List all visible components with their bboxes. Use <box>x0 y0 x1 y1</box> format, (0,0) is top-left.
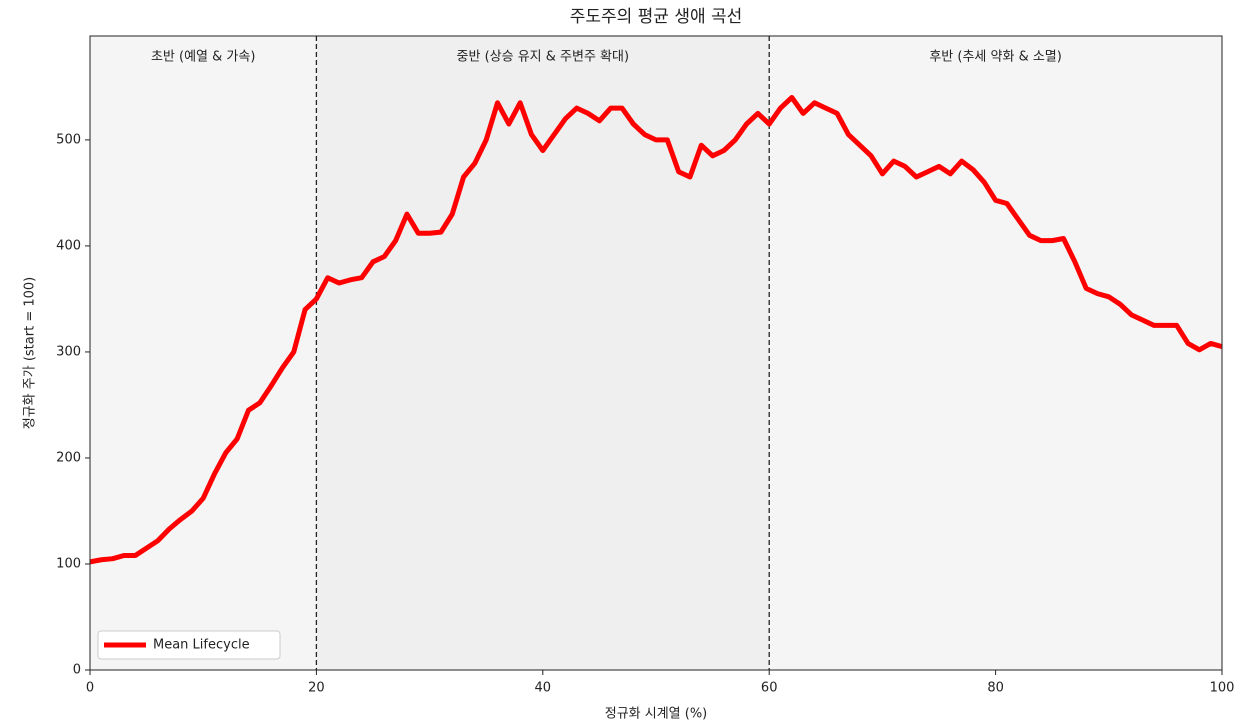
region <box>90 36 317 670</box>
y-tick-label: 500 <box>56 132 81 147</box>
region-label: 중반 (상승 유지 & 주변주 확대) <box>457 50 630 65</box>
x-axis-label: 정규화 시계열 (%) <box>605 707 708 722</box>
y-tick-label: 400 <box>56 238 81 253</box>
line-series <box>89 94 1223 565</box>
x-tick-label: 60 <box>761 681 778 696</box>
y-tick-label: 200 <box>56 450 81 465</box>
y-tick-label: 300 <box>56 344 81 359</box>
region-label: 초반 (예열 & 가속) <box>151 50 255 65</box>
x-tick-label: 80 <box>987 681 1004 696</box>
x-tick-label: 20 <box>308 681 325 696</box>
x-tick-label: 40 <box>535 681 552 696</box>
region-label: 후반 (추세 약화 & 소멸) <box>929 50 1062 65</box>
chart-title: 주도주의 평균 생애 곡선 <box>570 7 743 27</box>
region <box>769 36 1222 670</box>
x-tick-label: 0 <box>86 681 94 696</box>
plot-frame <box>89 35 1223 671</box>
region <box>316 36 770 670</box>
y-axis-label: 정규화 주가 (start = 100) <box>23 277 38 429</box>
legend-label: Mean Lifecycle <box>153 638 250 653</box>
legend-box <box>97 630 281 660</box>
x-tick-label: 100 <box>1210 681 1235 696</box>
y-tick-label: 100 <box>56 556 81 571</box>
y-tick-label: 0 <box>73 663 81 678</box>
